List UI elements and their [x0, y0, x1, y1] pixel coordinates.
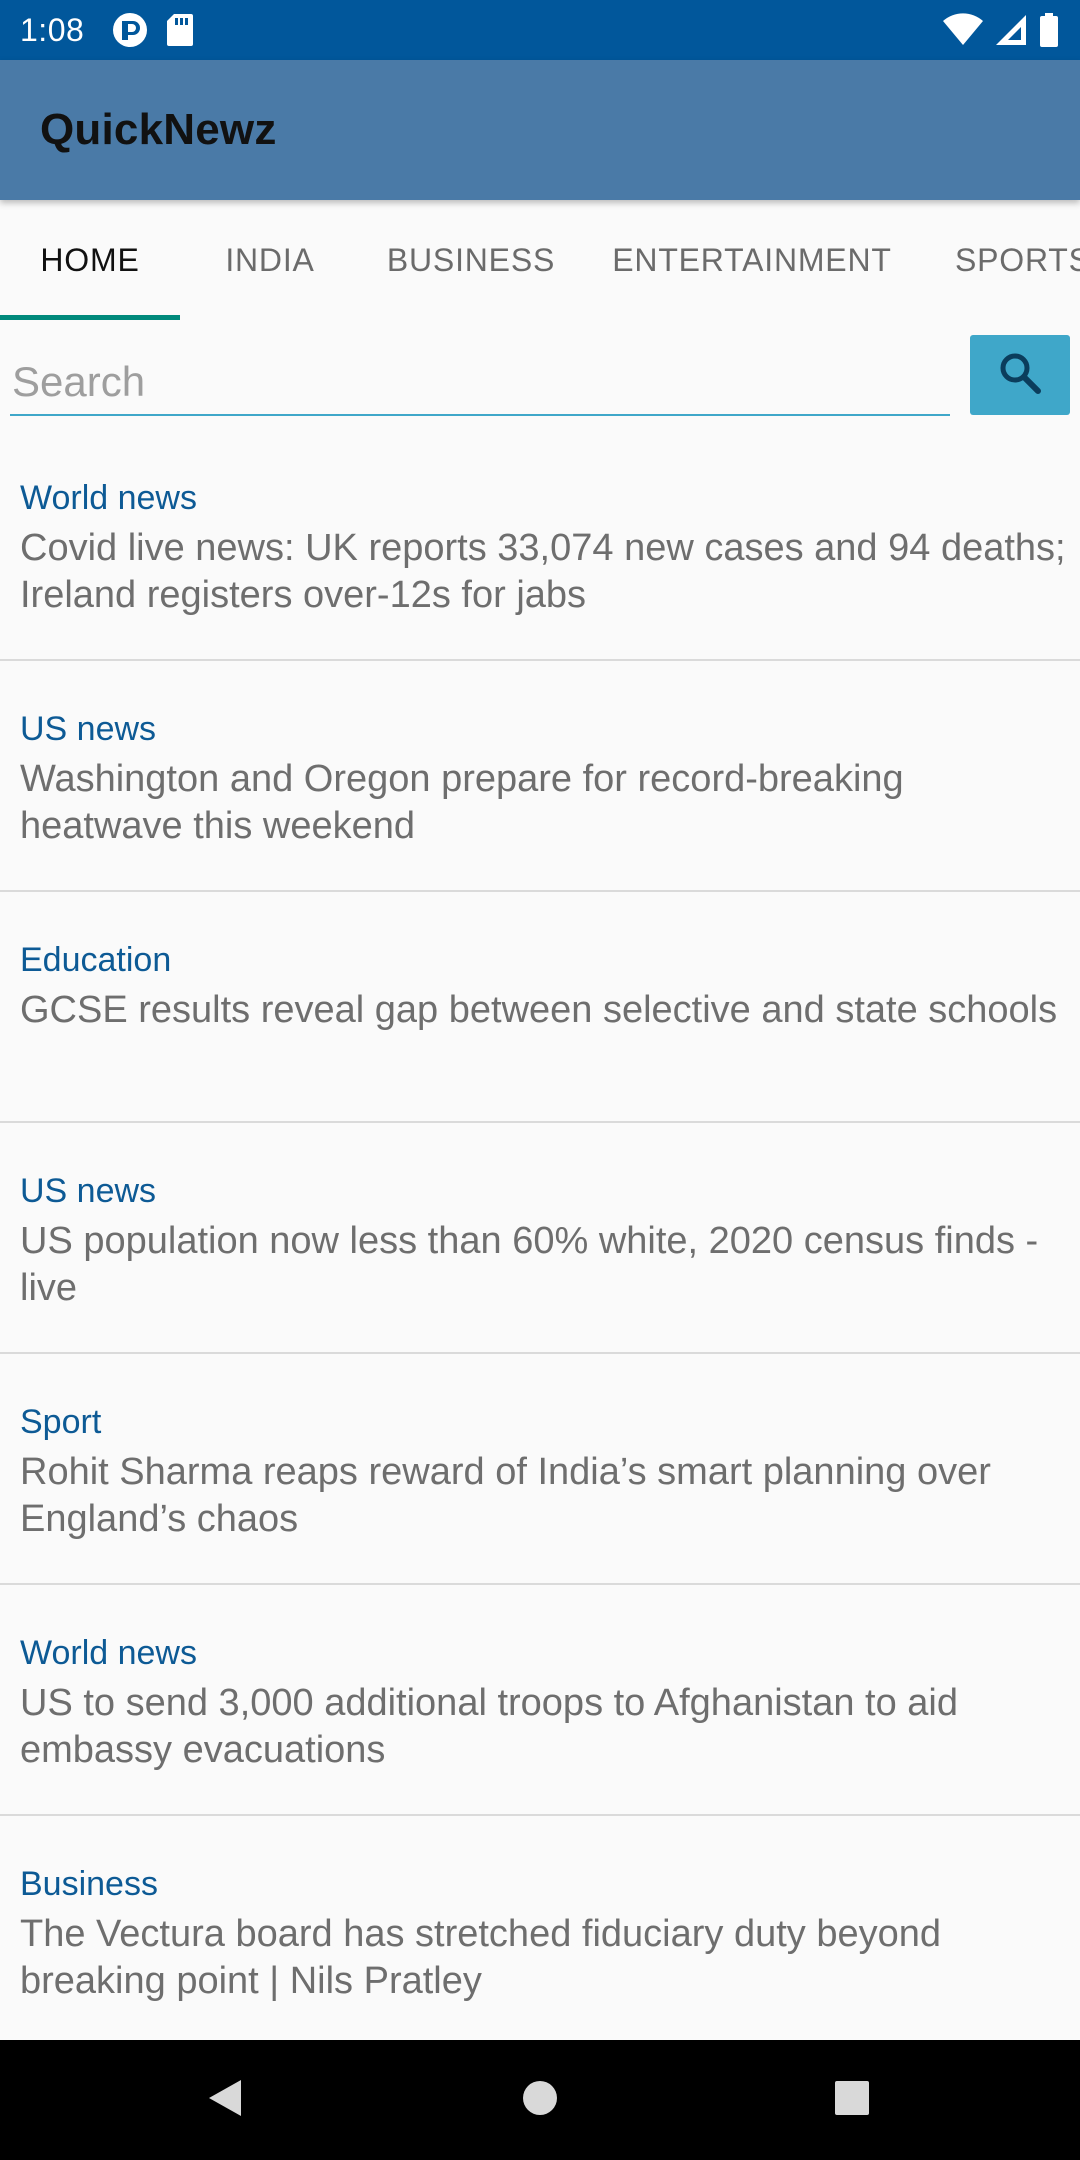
search-input[interactable]: [10, 350, 950, 416]
news-category: Sport: [20, 1403, 102, 1441]
tab-entertainment[interactable]: ENTERTAINMENT: [612, 241, 892, 278]
news-title: The Vectura board has stretched fiduciar…: [20, 1913, 941, 2002]
news-category: US news: [20, 710, 157, 748]
news-title: GCSE results reveal gap between selectiv…: [20, 989, 1058, 1031]
app-title: QuickNewz: [40, 105, 277, 154]
home-icon: [520, 2078, 560, 2123]
tab-india[interactable]: INDIA: [225, 241, 315, 278]
tab-home[interactable]: HOME: [40, 241, 140, 278]
news-title: US to send 3,000 additional troops to Af…: [20, 1682, 958, 1771]
sd-card-icon: [166, 13, 194, 47]
news-category: World news: [20, 1634, 197, 1672]
nav-bar: [0, 2040, 1080, 2160]
news-item[interactable]: World news Covid live news: UK reports 3…: [0, 430, 1080, 661]
status-time: 1:08: [20, 11, 85, 48]
news-item[interactable]: US news Washington and Oregon prepare fo…: [0, 661, 1080, 892]
news-item[interactable]: US news US population now less than 60% …: [0, 1123, 1080, 1354]
app-notification-icon: [112, 12, 148, 48]
news-item[interactable]: Business The Vectura board has stretched…: [0, 1816, 1080, 2047]
news-title: Covid live news: UK reports 33,074 new c…: [20, 527, 1066, 616]
status-right-icons: [942, 12, 1060, 48]
search-button[interactable]: [970, 335, 1070, 415]
news-category: Education: [20, 941, 172, 979]
recents-button[interactable]: [792, 2040, 912, 2160]
news-item[interactable]: Sport Rohit Sharma reaps reward of India…: [0, 1354, 1080, 1585]
recents-icon: [832, 2078, 872, 2123]
news-category: US news: [20, 1172, 157, 1210]
search-row: [0, 320, 1080, 430]
news-category: Business: [20, 1865, 158, 1903]
news-title: US population now less than 60% white, 2…: [20, 1220, 1039, 1309]
tab-business[interactable]: BUSINESS: [386, 241, 556, 278]
news-title: Washington and Oregon prepare for record…: [20, 758, 904, 847]
back-button[interactable]: [165, 2040, 285, 2160]
app-bar: QuickNewz: [0, 60, 1080, 200]
news-item[interactable]: Education GCSE results reveal gap betwee…: [0, 892, 1080, 1123]
battery-icon: [1038, 12, 1060, 48]
tab-indicator: [0, 315, 180, 320]
news-category: World news: [20, 479, 197, 517]
tab-bar: HOME INDIA BUSINESS ENTERTAINMENT SPORTS: [0, 200, 1080, 320]
home-button[interactable]: [480, 2040, 600, 2160]
back-icon: [203, 2076, 247, 2125]
status-left-icons: [112, 12, 194, 48]
wifi-icon: [942, 13, 984, 47]
news-title: Rohit Sharma reaps reward of India’s sma…: [20, 1451, 991, 1540]
news-item[interactable]: World news US to send 3,000 additional t…: [0, 1585, 1080, 1816]
tab-sports[interactable]: SPORTS: [955, 241, 1080, 278]
news-list: World news Covid live news: UK reports 3…: [0, 430, 1080, 2047]
search-icon: [997, 350, 1043, 401]
cell-signal-icon: [994, 13, 1028, 47]
status-bar: 1:08: [0, 0, 1080, 60]
